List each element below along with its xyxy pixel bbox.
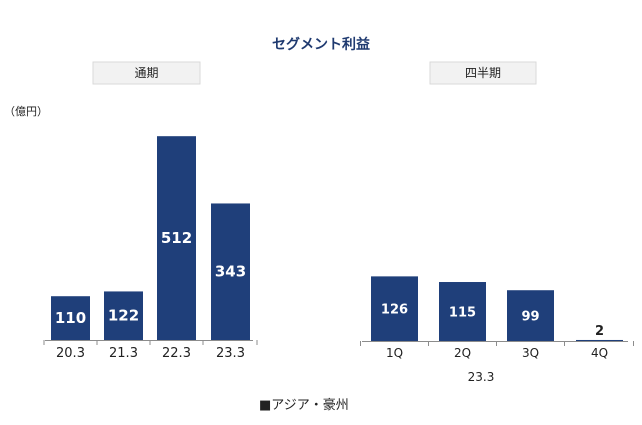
bar-3Q [507, 290, 554, 341]
chart-title: セグメント利益 [272, 36, 370, 53]
panel-label-box-quarterly [429, 61, 537, 85]
tick-label-21.3: 21.3 [109, 346, 138, 361]
tick-label-1Q: 1Q [386, 346, 403, 360]
panel-label-box-annual [92, 61, 201, 85]
bar-4Q [576, 339, 623, 341]
bar-21.3 [104, 291, 143, 340]
tick-label-20.3: 20.3 [56, 346, 85, 361]
quarterly-bars: 126 1Q 115 2Q 99 3Q 2 4Q [360, 276, 634, 360]
panel-label-quarterly: 四半期 [465, 66, 501, 80]
bar-20.3 [51, 296, 90, 340]
tick-label-4Q: 4Q [591, 346, 608, 360]
panel-label-annual: 通期 [134, 66, 158, 80]
group-label-23-3: 23.3 [468, 370, 495, 384]
value-label-20.3: 110 [55, 309, 86, 327]
tick-label-3Q: 3Q [522, 346, 539, 360]
value-label-4Q: 2 [595, 324, 604, 339]
unit-label: （億円） [4, 105, 48, 118]
tick-label-2Q: 2Q [454, 346, 471, 360]
bar-1Q [371, 276, 418, 341]
value-label-21.3: 122 [108, 307, 139, 325]
legend-entry: ■アジア・豪州 [259, 397, 349, 413]
value-label-3Q: 99 [521, 310, 539, 325]
bar-23.3 [211, 203, 250, 340]
value-label-2Q: 115 [449, 306, 476, 321]
value-label-23.3: 343 [215, 263, 246, 281]
value-label-22.3: 512 [161, 229, 192, 247]
tick-label-23.3: 23.3 [216, 346, 245, 361]
annual-bars: 110 20.3 122 21.3 512 22.3 343 23.3 [43, 136, 258, 361]
bar-22.3 [157, 136, 196, 340]
tick-label-22.3: 22.3 [162, 346, 191, 361]
value-label-1Q: 126 [381, 303, 408, 318]
bar-2Q [439, 282, 486, 341]
